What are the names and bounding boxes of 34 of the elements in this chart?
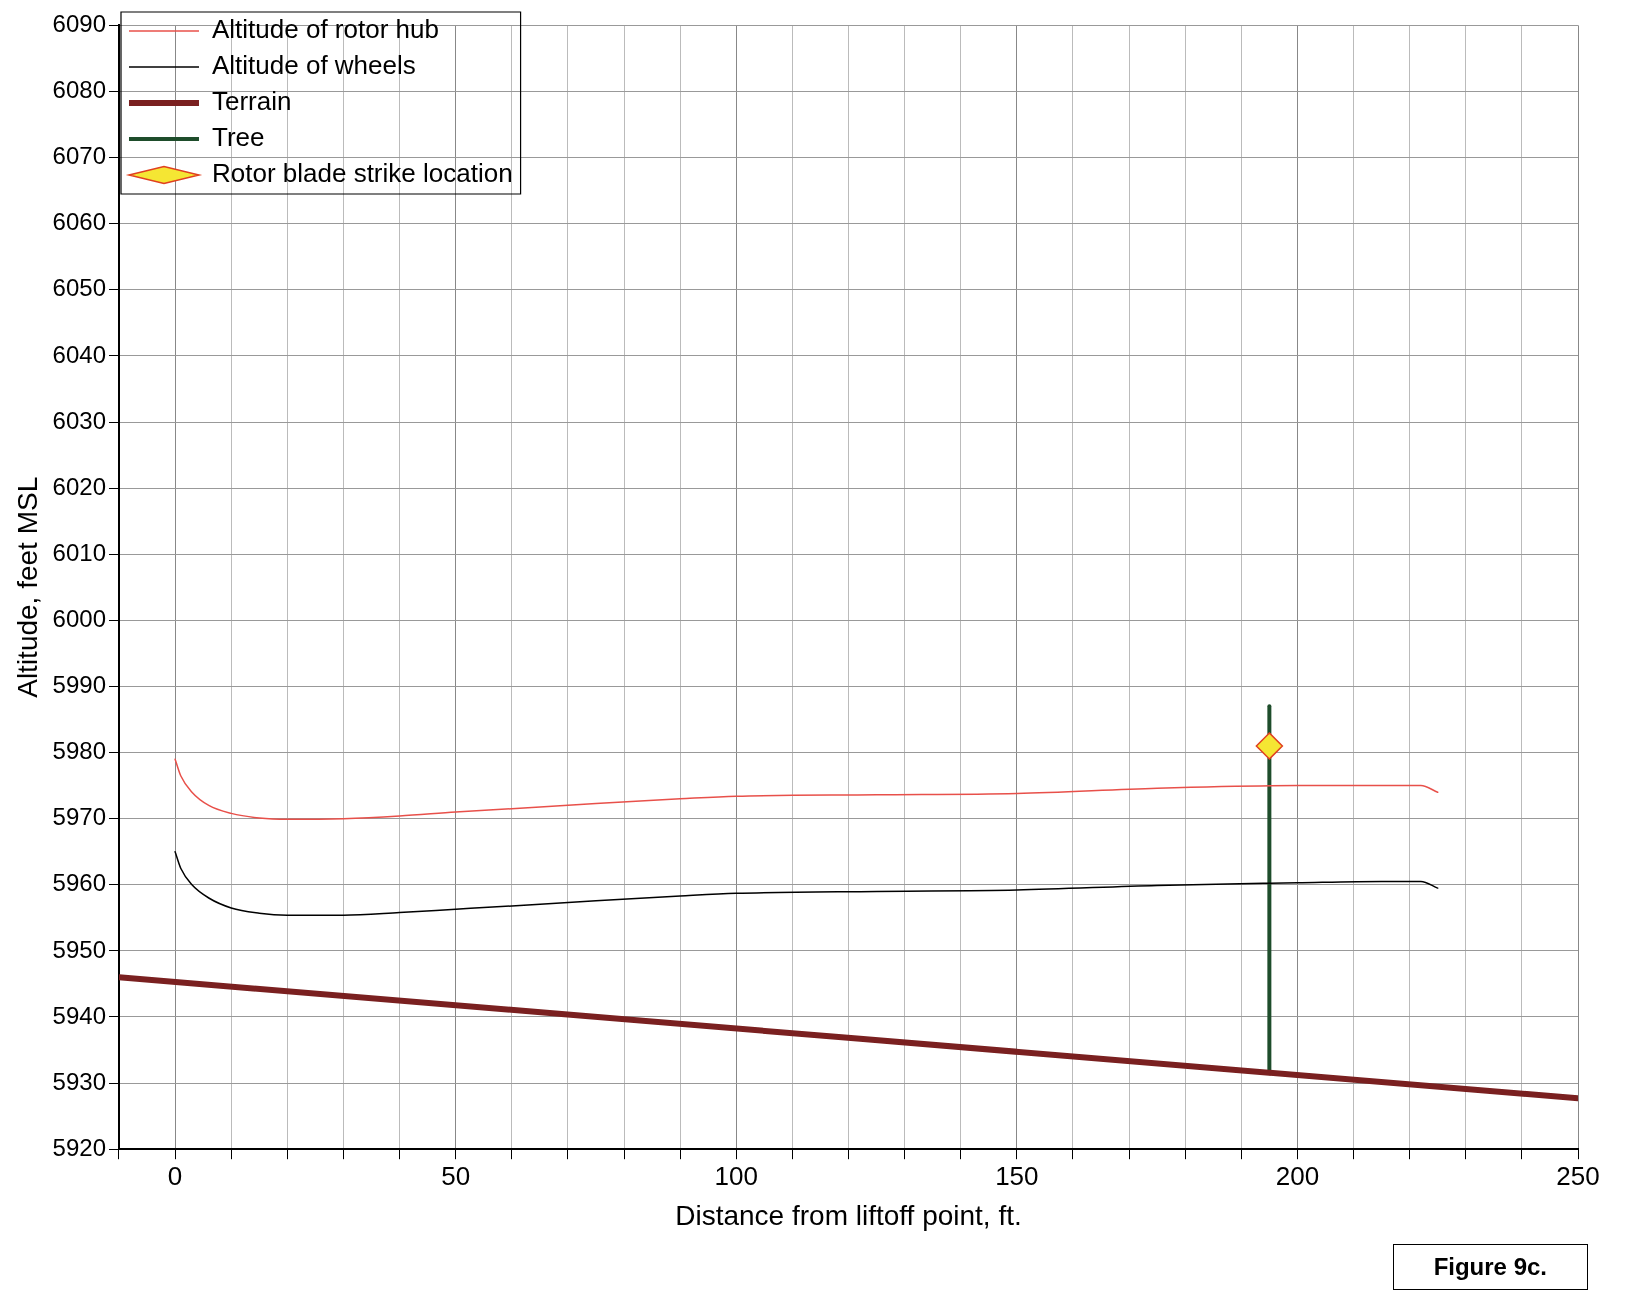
- legend-label: Altitude of wheels: [211, 50, 416, 81]
- y-tick-label: 5950: [52, 935, 106, 963]
- x-tick-label: 250: [1556, 1160, 1600, 1191]
- y-tick-label: 5930: [52, 1067, 106, 1095]
- legend-label: Altitude of rotor hub: [211, 14, 439, 45]
- legend-label: Rotor blade strike location: [211, 158, 513, 189]
- y-tick-label: 5920: [52, 1133, 106, 1161]
- caption: Figure 9c.: [1392, 1244, 1588, 1290]
- y-tick-label: 5940: [52, 1001, 106, 1029]
- y-tick-label: 6050: [52, 274, 106, 302]
- y-tick-label: 6070: [52, 142, 106, 170]
- x-tick-label: 50: [441, 1160, 471, 1191]
- y-tick-label: 6030: [52, 406, 106, 434]
- x-axis-title: Distance from liftoff point, ft.: [675, 1199, 1022, 1231]
- y-tick-label: 5970: [52, 803, 106, 831]
- y-tick-label: 5990: [52, 671, 106, 699]
- legend-label: Tree: [211, 122, 265, 153]
- y-tick-label: 6020: [52, 472, 106, 500]
- x-tick-label: 150: [995, 1160, 1039, 1191]
- x-tick-label: 100: [714, 1160, 758, 1191]
- y-tick-label: 6040: [52, 340, 106, 368]
- y-tick-label: 6090: [52, 10, 106, 38]
- y-tick-label: 5960: [52, 869, 106, 897]
- y-axis-title: Altitude, feet MSL: [11, 476, 43, 698]
- y-tick-label: 6060: [52, 208, 106, 236]
- line-series: [174, 850, 1439, 916]
- y-tick-label: 6000: [52, 604, 106, 632]
- line-series: [174, 758, 1439, 821]
- x-tick-label: 0: [167, 1160, 183, 1191]
- x-tick-label: 200: [1275, 1160, 1320, 1191]
- y-tick-label: 6010: [52, 538, 106, 566]
- legend-label: Terrain: [211, 86, 292, 117]
- y-tick-label: 5980: [52, 737, 106, 765]
- y-tick-label: 6080: [52, 76, 106, 104]
